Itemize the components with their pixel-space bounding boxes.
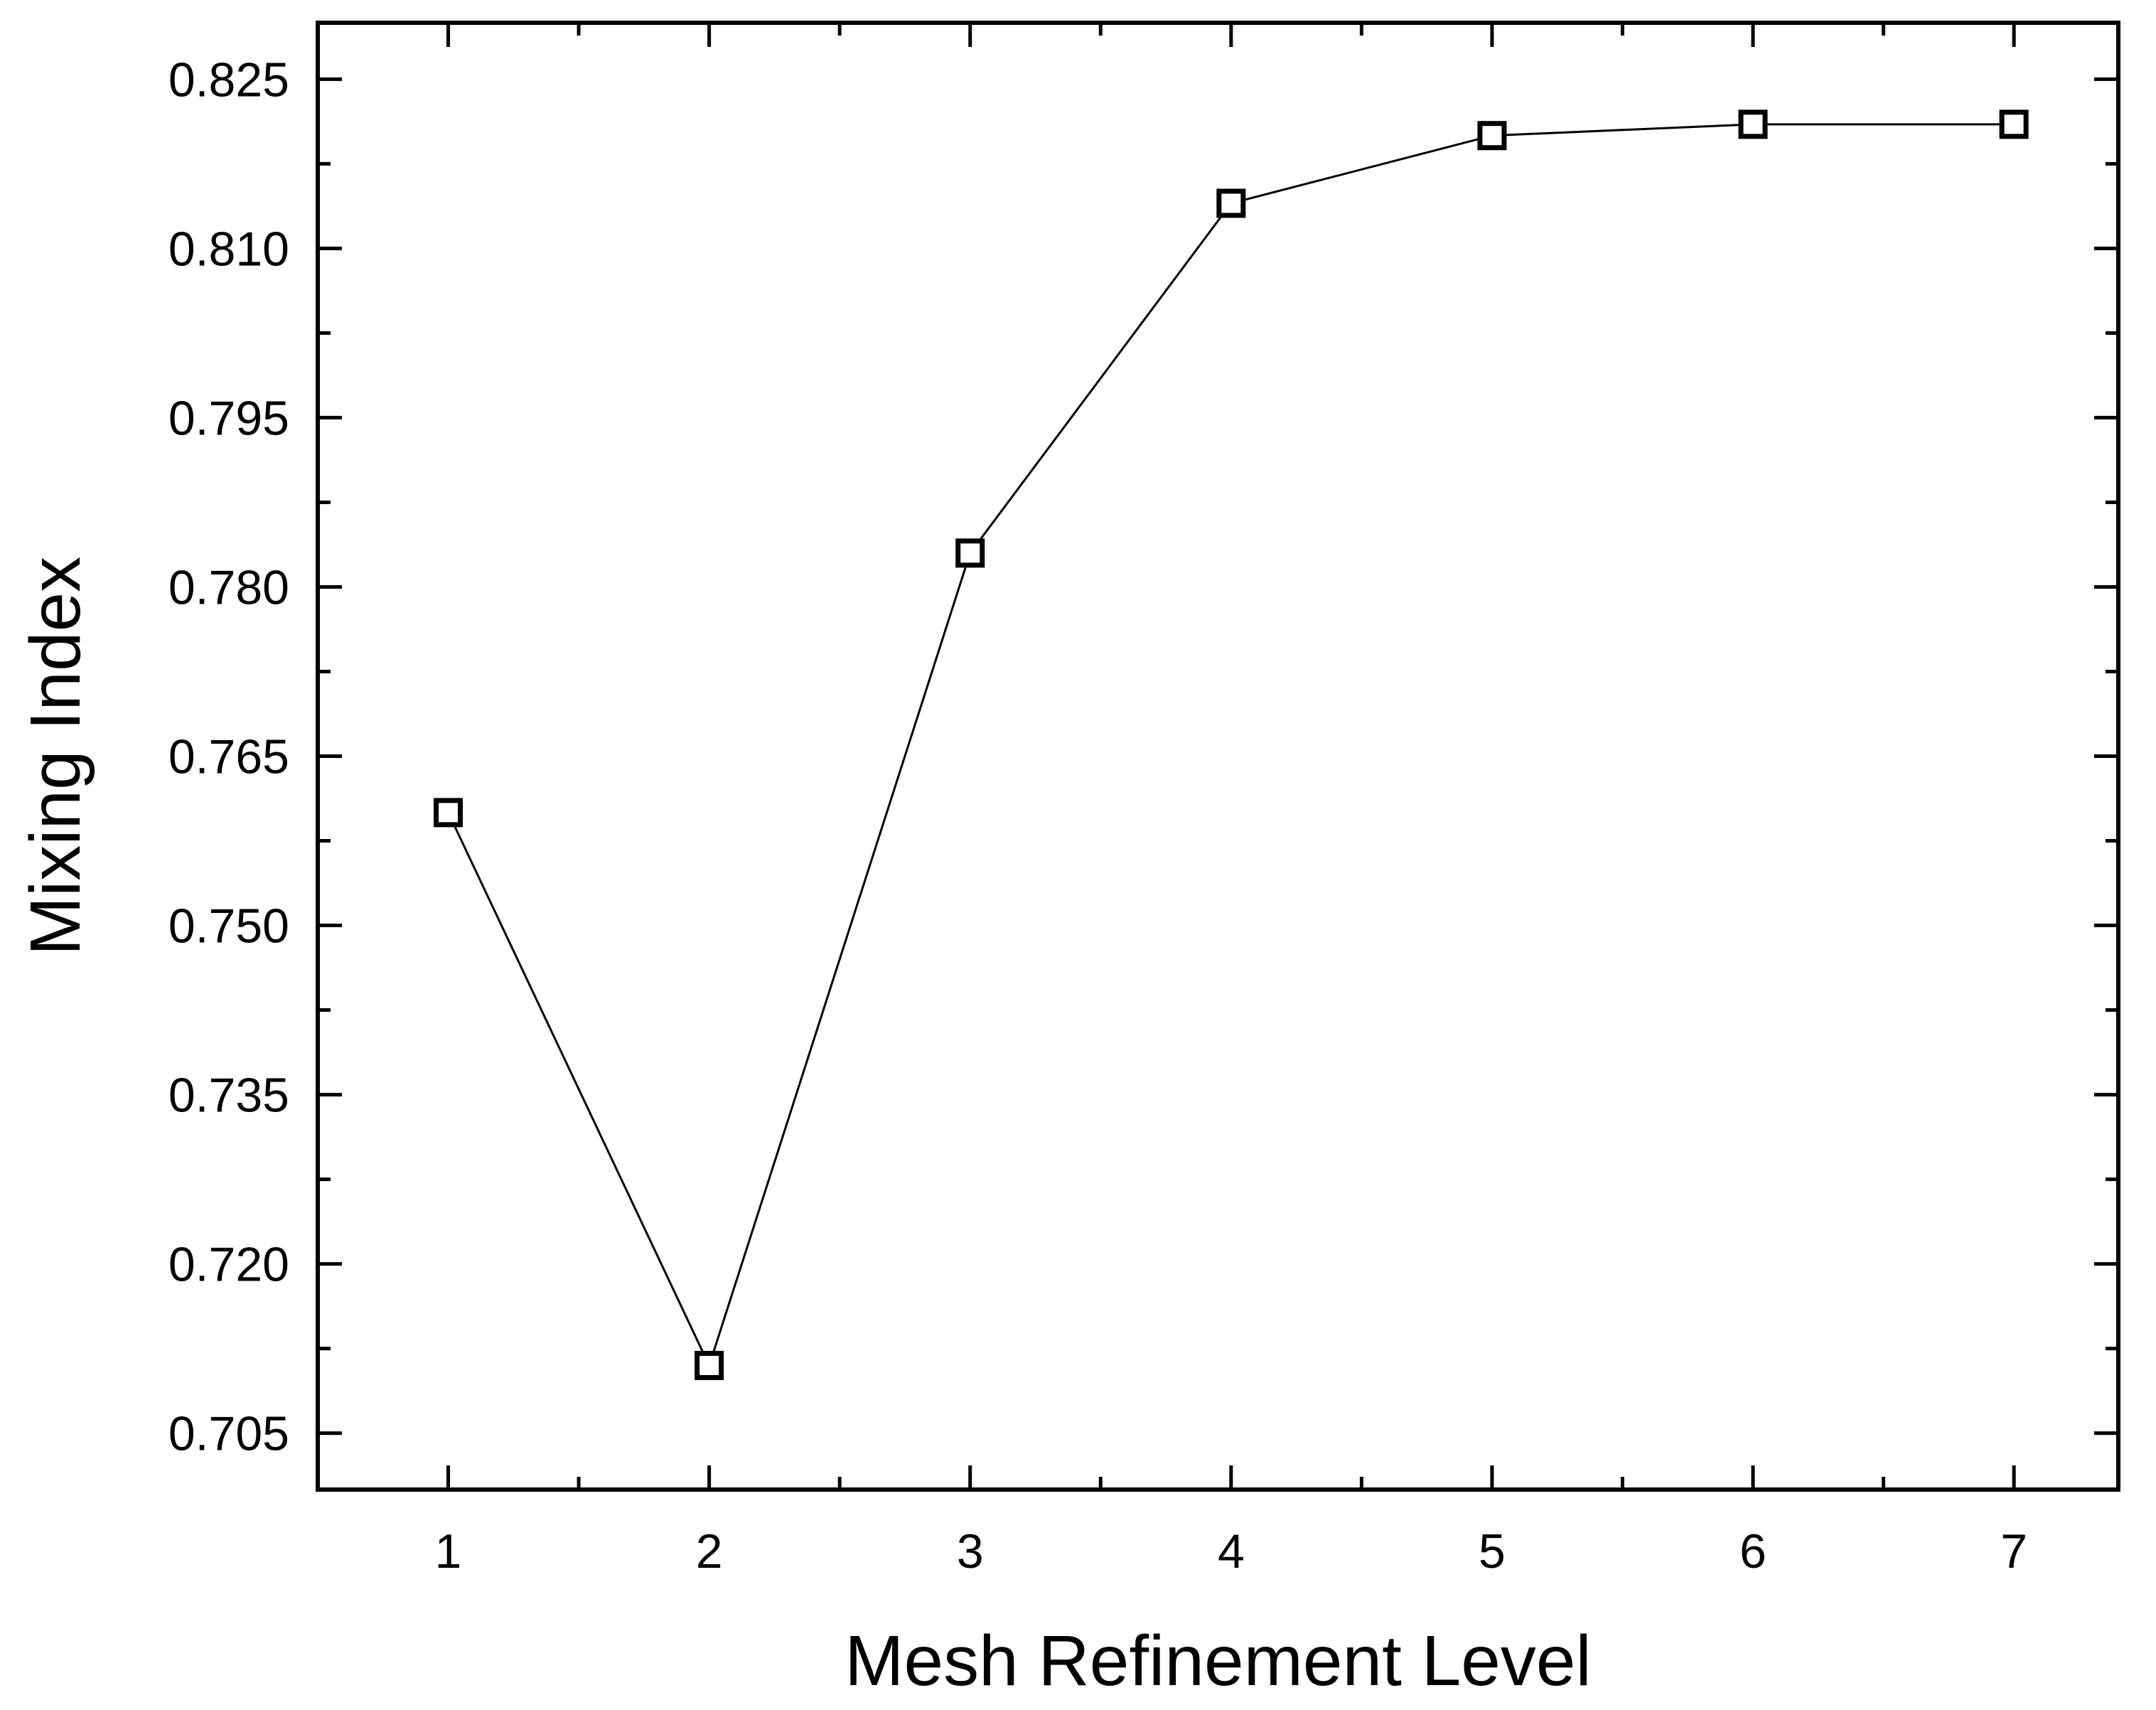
y-tick-label: 0.705 — [168, 1407, 289, 1461]
series-line — [447, 123, 2015, 1369]
x-tick-label: 7 — [2000, 1524, 2027, 1578]
data-point-marker — [1477, 121, 1507, 151]
x-tick-label: 4 — [1218, 1524, 1245, 1578]
ticks-layer — [318, 23, 2118, 1490]
x-tick-label: 2 — [696, 1524, 723, 1578]
data-point-marker — [1999, 109, 2029, 139]
data-point-marker — [1216, 188, 1246, 218]
tick-labels-layer: 0.705 0.720 0.735 0.750 0.765 0.780 0.795 0.810… — [168, 53, 2027, 1578]
y-axis-title: Mixing Index — [16, 557, 95, 956]
y-tick-label: 0.780 — [168, 560, 289, 614]
y-tick-label: 0.750 — [168, 899, 289, 953]
data-point-marker — [694, 1350, 724, 1380]
y-tick-label: 0.765 — [168, 730, 289, 784]
y-tick-label: 0.735 — [168, 1069, 289, 1123]
x-tick-label: 6 — [1739, 1524, 1766, 1578]
y-tick-label: 0.825 — [168, 53, 289, 107]
data-point-marker — [955, 538, 985, 568]
y-tick-label: 0.720 — [168, 1238, 289, 1292]
data-point-marker — [434, 798, 463, 828]
data-point-marker — [1738, 109, 1768, 139]
x-axis-title: Mesh Refinement Level — [844, 1621, 1592, 1701]
y-tick-label: 0.795 — [168, 391, 289, 445]
series-line-layer — [447, 123, 2015, 1369]
x-tick-label: 1 — [435, 1524, 462, 1578]
y-tick-label: 0.810 — [168, 222, 289, 276]
markers-layer — [434, 109, 2029, 1380]
x-tick-label: 3 — [957, 1524, 984, 1578]
plot-frame — [316, 21, 2120, 1492]
x-tick-label: 5 — [1479, 1524, 1506, 1578]
